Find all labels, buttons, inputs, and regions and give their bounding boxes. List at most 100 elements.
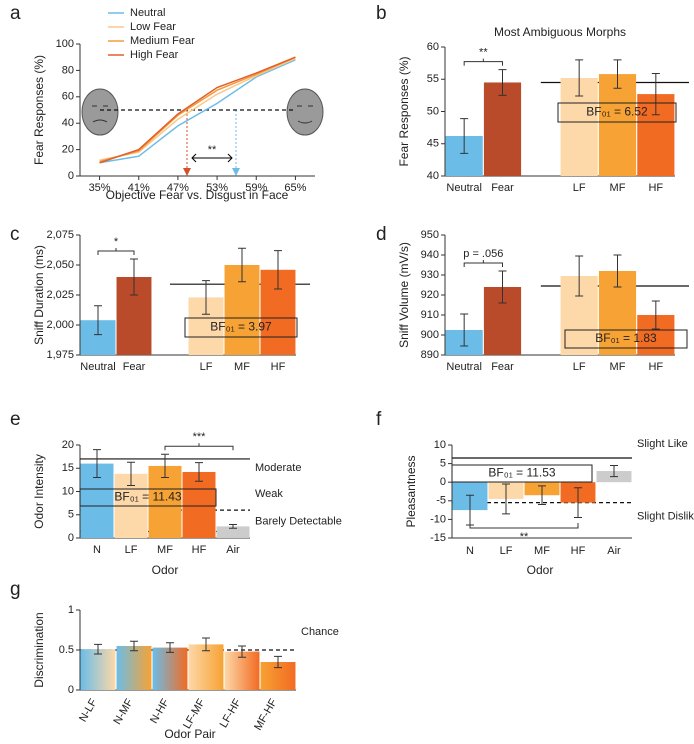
double-arrow	[191, 153, 233, 163]
y-tick-label: 100	[56, 38, 74, 50]
x-tick-label: MF	[234, 361, 250, 373]
error-bar	[130, 640, 138, 652]
significance-label: ***	[193, 431, 207, 443]
y-tick-label: 55	[427, 73, 439, 85]
y-axis-label: Sniff Volume (mV/s)	[397, 242, 411, 348]
x-tick-label: Neutral	[446, 182, 481, 194]
error-bar	[574, 487, 582, 519]
y-tick-label: 930	[421, 269, 439, 281]
error-bar	[460, 118, 469, 154]
panel-letter: c	[10, 224, 20, 245]
y-tick-label: 940	[421, 249, 439, 261]
bf-box	[564, 329, 688, 349]
arrowhead	[232, 168, 240, 176]
annotation: **	[208, 144, 217, 156]
y-tick-label: 5	[440, 458, 446, 470]
y-tick-label: 2,025	[46, 289, 74, 301]
y-axis-label: Discrimination	[32, 612, 46, 687]
y-tick-label: 1	[68, 604, 74, 616]
y-axis-label: Fear Responses (%)	[32, 55, 46, 165]
legend-label: High Fear	[130, 49, 179, 61]
series-line	[99, 59, 296, 164]
bf-label: BF₀₁ = 1.83	[595, 331, 657, 345]
x-tick-label: 35%	[89, 182, 111, 194]
x-tick-label: N-MF	[112, 697, 136, 727]
y-tick-label: 0	[68, 532, 74, 544]
x-tick-label: HF	[271, 361, 286, 373]
face-fear	[81, 88, 119, 136]
y-tick-label: 2,050	[46, 259, 74, 271]
x-tick-label: Neutral	[446, 361, 481, 373]
x-tick-label: Neutral	[80, 361, 115, 373]
x-tick-label: MF	[610, 361, 626, 373]
y-tick-label: 40	[62, 117, 74, 129]
y-tick-label: 950	[421, 229, 439, 241]
y-tick-label: 60	[62, 91, 74, 103]
bf-label: BF₀₁ = 11.53	[488, 466, 556, 480]
bar	[216, 526, 250, 538]
legend-label: Neutral	[130, 7, 165, 19]
error-bar	[498, 270, 507, 304]
y-tick-label: 920	[421, 289, 439, 301]
error-bar	[229, 524, 237, 529]
error-bar	[202, 637, 210, 652]
x-tick-label: MF	[610, 182, 626, 194]
error-bar	[202, 280, 210, 315]
error-bar	[538, 485, 546, 506]
bf-box	[184, 317, 298, 338]
error-bar	[274, 655, 282, 669]
x-tick-label: HF	[648, 361, 663, 373]
x-axis-label: Odor	[527, 563, 554, 577]
x-tick-label: N	[466, 545, 474, 557]
bar	[80, 649, 116, 690]
x-tick-label: N	[93, 544, 101, 556]
panel-letter: a	[10, 3, 21, 24]
bar	[483, 82, 522, 176]
error-bar	[94, 643, 102, 655]
y-tick-label: 890	[421, 349, 439, 361]
x-tick-label: Air	[226, 544, 240, 556]
x-tick-label: HF	[192, 544, 207, 556]
significance-bracket	[463, 260, 503, 267]
y-tick-label: 20	[62, 144, 74, 156]
x-tick-label: MF-HF	[252, 697, 280, 733]
error-bar	[502, 483, 510, 515]
y-tick-label: 60	[427, 41, 439, 53]
y-tick-label: 900	[421, 329, 439, 341]
x-tick-label: 47%	[167, 182, 189, 194]
series-line	[99, 56, 296, 163]
reference-label: Weak	[255, 488, 283, 500]
x-tick-label: MF	[534, 545, 550, 557]
y-tick-label: 10	[434, 439, 446, 451]
x-tick-label: N-HF	[148, 697, 172, 726]
x-axis-label: Odor Pair	[164, 727, 215, 741]
significance-bracket	[97, 248, 135, 255]
panel-letter: e	[10, 409, 21, 430]
y-tick-label: 10	[62, 485, 74, 497]
error-bar	[238, 645, 246, 658]
error-bar	[575, 255, 584, 297]
y-axis-label: Pleasantness	[404, 455, 418, 527]
bar	[224, 651, 260, 690]
bar	[116, 646, 152, 690]
bf-box	[557, 102, 677, 123]
y-tick-label: 0	[68, 684, 74, 696]
y-tick-label: 0.5	[59, 644, 74, 656]
bf-box	[79, 488, 217, 507]
y-tick-label: 50	[427, 105, 439, 117]
arrowhead	[183, 168, 191, 176]
faces	[81, 88, 324, 176]
panel-letter: f	[376, 409, 382, 430]
reference-label: Moderate	[255, 462, 301, 474]
x-axis-label: Odor	[152, 563, 179, 577]
bf-label: BF₀₁ = 11.43	[114, 490, 182, 504]
y-tick-label: 2,000	[46, 319, 74, 331]
panel-letter: d	[376, 224, 387, 245]
y-tick-label: -15	[430, 532, 446, 544]
reference-label: Slight Dislike	[637, 511, 694, 523]
error-bar	[575, 59, 584, 97]
x-tick-label: LF	[500, 545, 513, 557]
significance-label: p = .056	[463, 248, 503, 260]
x-tick-label: Fear	[491, 182, 514, 194]
error-bar	[238, 247, 246, 283]
